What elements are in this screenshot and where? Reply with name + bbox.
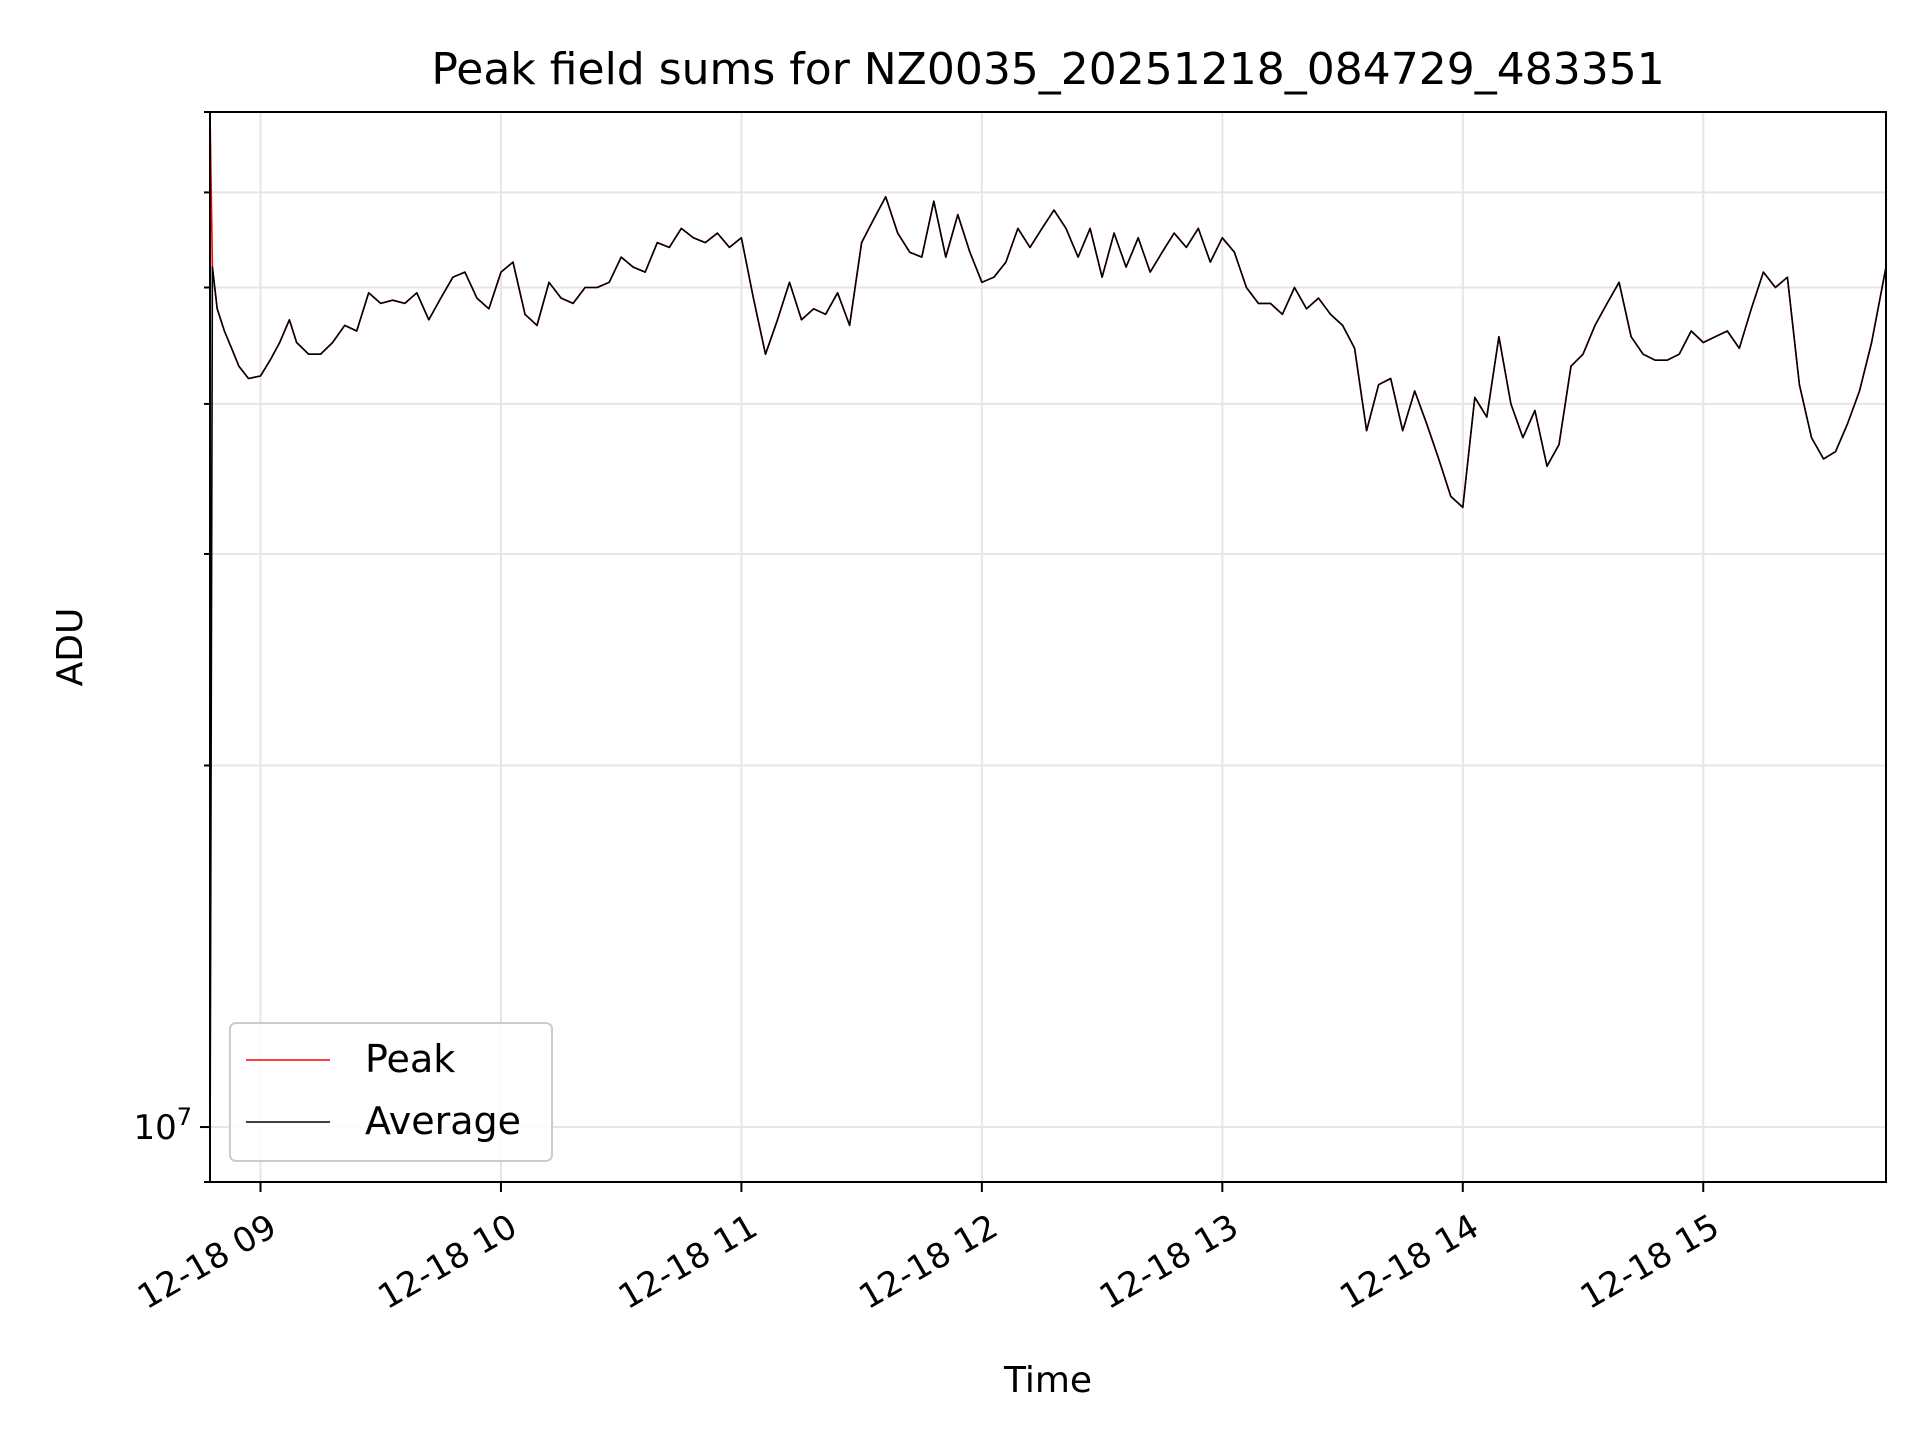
series-layer [209, 111, 1887, 1183]
plot-frame [209, 111, 1887, 1183]
legend-box [229, 1022, 553, 1162]
chart-title: Peak field sums for NZ0035_20251218_0847… [431, 44, 1664, 95]
legend: Peak Average [229, 1022, 553, 1162]
legend-label-average: Average [365, 1099, 521, 1143]
x-axis-label: Time [1003, 1360, 1092, 1401]
series-line-average [209, 196, 1887, 1183]
legend-label-peak: Peak [365, 1037, 455, 1081]
y-tick-label: 107 [133, 1103, 192, 1148]
y-axis-label: ADU [50, 608, 91, 687]
